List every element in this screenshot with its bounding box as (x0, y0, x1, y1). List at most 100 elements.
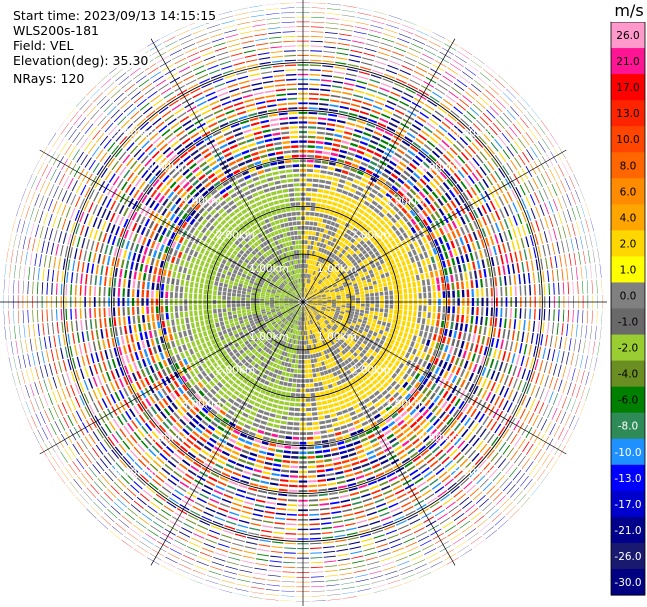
velocity-gate (352, 501, 362, 506)
velocity-gate (398, 362, 405, 369)
velocity-gate (499, 373, 505, 384)
velocity-gate (305, 403, 311, 407)
velocity-gate (218, 352, 224, 359)
velocity-gate (376, 375, 383, 382)
velocity-gate (392, 334, 397, 340)
velocity-gate (276, 374, 281, 380)
velocity-gate (409, 162, 417, 170)
velocity-gate (381, 37, 395, 43)
velocity-gate (144, 437, 153, 446)
velocity-gate (323, 322, 328, 327)
velocity-gate (362, 101, 373, 107)
velocity-gate (413, 311, 417, 317)
velocity-gate (103, 491, 114, 502)
velocity-gate (442, 182, 450, 190)
velocity-gate (285, 315, 290, 320)
velocity-gate (319, 179, 326, 184)
velocity-gate (214, 429, 222, 436)
velocity-gate (156, 414, 164, 422)
velocity-gate (242, 412, 249, 418)
velocity-gate (356, 340, 362, 346)
velocity-gate (437, 335, 442, 343)
velocity-gate (406, 166, 414, 174)
velocity-gate (340, 344, 346, 349)
velocity-gate (451, 365, 457, 374)
velocity-gate (244, 465, 254, 471)
velocity-gate (369, 437, 378, 444)
velocity-gate (307, 135, 316, 139)
velocity-gate (322, 328, 327, 334)
velocity-gate (311, 306, 316, 309)
velocity-gate (395, 78, 407, 84)
velocity-gate (425, 206, 432, 215)
velocity-gate (331, 510, 342, 514)
velocity-gate (508, 389, 514, 400)
velocity-gate (241, 352, 247, 358)
velocity-gate (288, 317, 292, 322)
velocity-gate (453, 470, 463, 479)
velocity-gate (250, 522, 262, 527)
velocity-gate (265, 589, 280, 591)
velocity-gate (418, 293, 422, 299)
velocity-gate (447, 132, 457, 141)
velocity-gate (316, 242, 321, 247)
velocity-gate (368, 314, 374, 319)
velocity-gate (209, 357, 216, 364)
velocity-gate (161, 486, 172, 494)
velocity-gate (399, 436, 407, 443)
velocity-gate (362, 375, 368, 381)
velocity-gate (428, 305, 432, 312)
velocity-gate (326, 348, 331, 354)
velocity-gate (534, 308, 536, 320)
velocity-gate (379, 87, 390, 93)
velocity-gate (357, 588, 371, 592)
velocity-gate (333, 285, 339, 289)
velocity-gate (486, 258, 490, 268)
velocity-gate (567, 209, 572, 222)
velocity-gate (496, 119, 505, 130)
velocity-gate (148, 448, 157, 457)
velocity-gate (431, 405, 439, 413)
velocity-gate (91, 447, 100, 458)
velocity-gate (282, 386, 287, 391)
velocity-gate (176, 466, 185, 474)
velocity-gate (308, 116, 318, 120)
velocity-gate (322, 302, 327, 304)
velocity-gate (277, 370, 283, 375)
velocity-gate (405, 258, 411, 265)
velocity-gate (281, 329, 286, 335)
velocity-gate (460, 255, 465, 264)
velocity-gate (314, 387, 320, 392)
velocity-gate (182, 477, 192, 485)
velocity-gate (579, 402, 585, 416)
velocity-gate (407, 83, 419, 90)
velocity-gate (539, 204, 545, 216)
velocity-gate (419, 418, 427, 426)
velocity-gate (366, 278, 372, 283)
velocity-gate (594, 325, 597, 340)
velocity-gate (469, 252, 474, 261)
velocity-gate (280, 600, 295, 602)
velocity-gate (397, 493, 407, 500)
velocity-gate (212, 377, 219, 384)
velocity-gate (485, 202, 492, 213)
velocity-gate (464, 272, 468, 281)
velocity-gate (436, 350, 442, 358)
velocity-gate (304, 283, 307, 288)
velocity-gate (464, 224, 470, 234)
velocity-gate (160, 565, 174, 572)
velocity-gate (336, 218, 342, 224)
velocity-gate (571, 383, 577, 397)
velocity-gate (281, 324, 286, 329)
velocity-gate (348, 172, 356, 177)
velocity-gate (323, 55, 335, 58)
velocity-gate (462, 133, 472, 143)
velocity-gate (317, 286, 322, 291)
velocity-gate (494, 138, 503, 149)
velocity-gate (197, 373, 204, 380)
velocity-gate (431, 150, 440, 159)
velocity-gate (306, 254, 310, 259)
velocity-gate (408, 200, 415, 208)
velocity-gate (494, 439, 503, 450)
velocity-gate (382, 463, 391, 470)
